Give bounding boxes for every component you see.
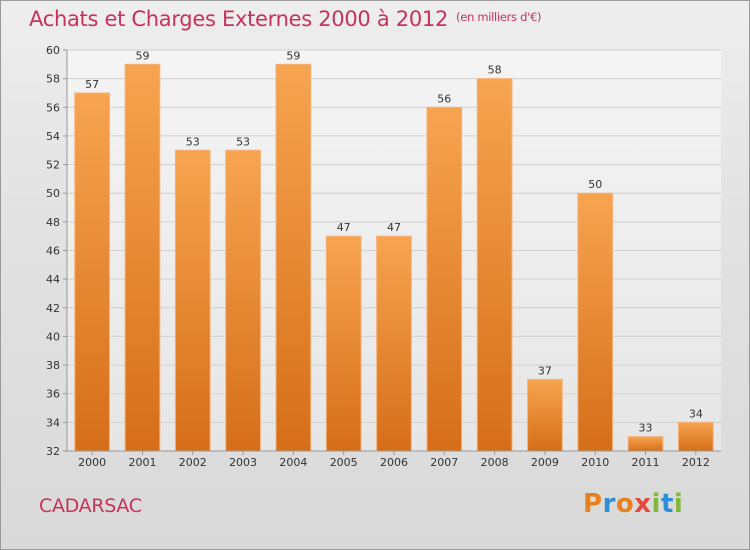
bar-2004 (275, 63, 312, 452)
x-tick-label-2012: 2012 (682, 456, 710, 469)
y-tick-label: 54 (46, 130, 60, 143)
y-tick-label: 56 (46, 101, 60, 114)
commune-name: CADARSAC (39, 495, 142, 517)
x-tick-label-2008: 2008 (481, 456, 509, 469)
x-tick-label-2010: 2010 (581, 456, 609, 469)
bar-2009 (527, 378, 563, 452)
data-label-2004: 59 (286, 49, 300, 62)
x-tick-label-2000: 2000 (78, 456, 106, 469)
data-label-2003: 53 (236, 135, 250, 148)
data-label-2012: 34 (689, 407, 703, 420)
y-axis-ticks: 32 34 36 38 40 42 44 46 48 50 52 54 56 58 60 (46, 44, 67, 458)
data-label-2001: 59 (135, 49, 149, 62)
x-tick-label-2007: 2007 (430, 456, 458, 469)
data-label-2006: 47 (387, 221, 401, 234)
data-label-2008: 58 (488, 64, 502, 77)
data-label-2010: 50 (588, 178, 602, 191)
x-tick-label-2009: 2009 (531, 456, 559, 469)
logo-letter: x (634, 489, 652, 519)
y-tick-label: 32 (46, 445, 60, 458)
bar-2012 (677, 421, 714, 452)
logo-letter: o (615, 489, 635, 519)
y-tick-label: 50 (46, 187, 60, 200)
bar-2003 (225, 149, 261, 452)
bars: 57 59 53 53 59 47 47 56 58 37 50 33 34 (74, 49, 714, 452)
y-tick-label: 48 (46, 216, 60, 229)
bar-2011 (627, 436, 664, 452)
y-tick-label: 36 (46, 388, 60, 401)
chart-title-text: Achats et Charges Externes 2000 à 2012 (29, 7, 449, 31)
y-tick-label: 46 (46, 245, 60, 258)
logo-letter: P (583, 489, 603, 519)
x-axis-ticks: 2000 2001 2002 2003 2004 2005 2006 2007 2008 2009… (78, 451, 710, 469)
y-tick-label: 34 (46, 416, 60, 429)
data-label-2007: 56 (437, 92, 451, 105)
y-tick-label: 40 (46, 330, 60, 343)
bar-2007 (426, 106, 463, 452)
logo-letter: r (602, 489, 616, 519)
unit-note: (en milliers d'€) (456, 10, 542, 24)
y-tick-label: 52 (46, 159, 60, 172)
x-tick-label-2001: 2001 (128, 456, 156, 469)
bar-2002 (174, 149, 211, 452)
data-label-2002: 53 (186, 135, 200, 148)
bar-2010 (577, 192, 614, 452)
x-tick-label-2011: 2011 (632, 456, 660, 469)
y-tick-label: 58 (46, 73, 60, 86)
chart-title: Achats et Charges Externes 2000 à 2012 (e… (29, 7, 541, 31)
y-tick-label: 44 (46, 273, 60, 286)
x-tick-label-2005: 2005 (330, 456, 358, 469)
data-label-2009: 37 (538, 364, 552, 377)
logo-letter: t (660, 489, 674, 519)
bar-2000 (74, 92, 111, 452)
y-tick-label: 38 (46, 359, 60, 372)
bar-2006 (376, 235, 412, 452)
x-tick-label-2003: 2003 (229, 456, 257, 469)
bar-2001 (124, 63, 161, 452)
x-tick-label-2002: 2002 (179, 456, 207, 469)
data-label-2011: 33 (639, 422, 653, 435)
bar-2005 (325, 235, 362, 452)
y-tick-label: 42 (46, 302, 60, 315)
logo-letter: i (651, 489, 661, 519)
logo-letter: i (673, 489, 684, 519)
data-label-2000: 57 (85, 78, 99, 91)
x-tick-label-2006: 2006 (380, 456, 408, 469)
x-tick-label-2004: 2004 (279, 456, 307, 469)
bar-2008 (476, 78, 513, 452)
proxiti-logo: Proxiti (583, 489, 683, 519)
data-label-2005: 47 (337, 221, 351, 234)
y-tick-label: 60 (46, 44, 60, 57)
